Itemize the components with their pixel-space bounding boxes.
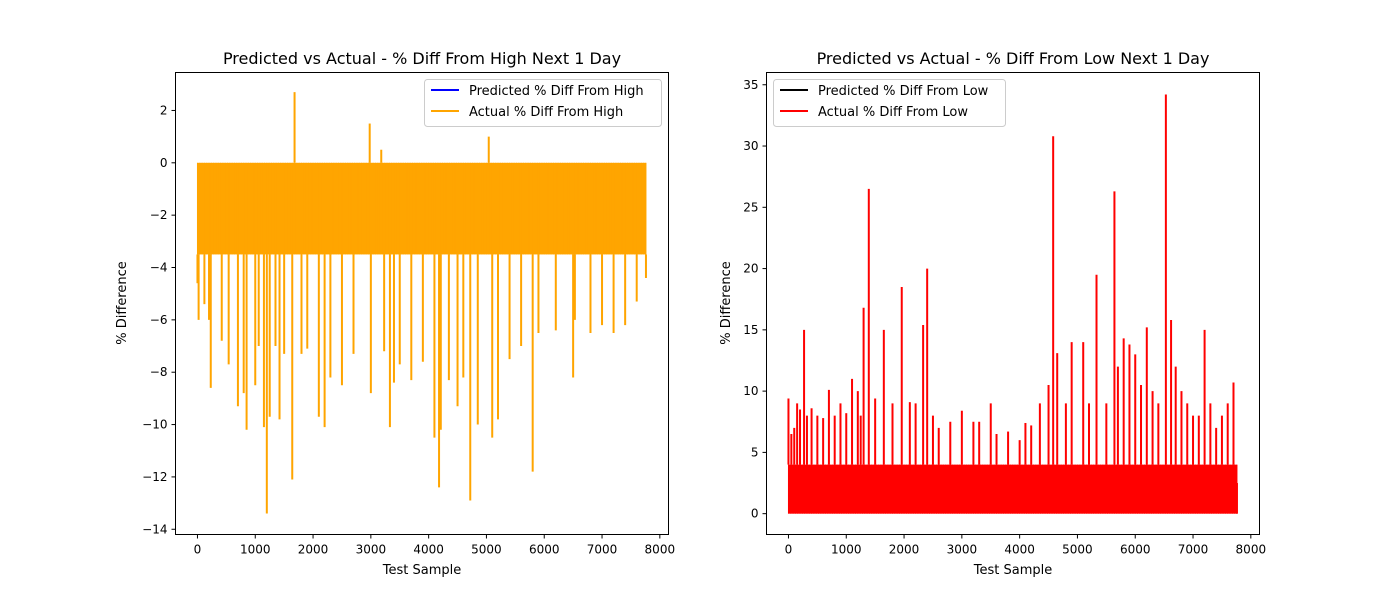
x-tick-label: 8000 — [1236, 543, 1267, 557]
axes-frame-low — [766, 72, 1260, 535]
y-tick-label: 15 — [743, 323, 758, 337]
y-tick-label: 10 — [743, 384, 758, 398]
y-tick-label: −4 — [150, 261, 168, 275]
x-tick-label: 2000 — [298, 543, 329, 557]
y-tick-label: −10 — [142, 418, 167, 432]
y-ticks-low: 0 5 10 15 20 25 30 35 — [743, 78, 767, 521]
x-tick-label: 6000 — [1120, 543, 1151, 557]
legend-box-high — [424, 79, 662, 127]
y-tick-label: 5 — [751, 445, 759, 459]
x-tick-label: 0 — [194, 543, 202, 557]
legend-low: Predicted % Diff From Low Actual % Diff … — [773, 79, 1006, 127]
y-axis-label-high: % Difference — [115, 261, 130, 345]
y-tick-label: −14 — [142, 522, 167, 536]
y-tick-label: 25 — [743, 200, 758, 214]
x-tick-label: 7000 — [1178, 543, 1209, 557]
x-tick-label: 4000 — [413, 543, 444, 557]
legend-label-actual-low: Actual % Diff From Low — [818, 105, 968, 120]
y-tick-label: −2 — [150, 208, 168, 222]
plot-area-low — [787, 94, 1238, 514]
x-tick-label: 4000 — [1004, 543, 1035, 557]
axes-frame-high — [175, 72, 669, 535]
legend-high: Predicted % Diff From High Actual % Diff… — [424, 79, 662, 127]
x-axis-label-high: Test Sample — [382, 563, 461, 578]
chart-title-low: Predicted vs Actual - % Diff From Low Ne… — [817, 49, 1210, 68]
x-ticks-high: 0 1000 2000 3000 4000 5000 6000 7000 8000 — [194, 534, 676, 557]
subplot-high: Predicted vs Actual - % Diff From High N… — [115, 49, 675, 578]
plot-area-high — [196, 92, 647, 514]
x-tick-label: 3000 — [947, 543, 978, 557]
y-tick-label: −12 — [142, 470, 167, 484]
x-tick-label: 1000 — [240, 543, 271, 557]
y-tick-label: 35 — [743, 78, 758, 92]
x-ticks-low: 0 1000 2000 3000 4000 5000 6000 7000 8000 — [785, 534, 1267, 557]
x-tick-label: 0 — [785, 543, 793, 557]
y-ticks-high: −14 −12 −10 −8 −6 −4 −2 0 2 — [142, 103, 176, 536]
x-tick-label: 2000 — [889, 543, 920, 557]
y-tick-label: 30 — [743, 139, 758, 153]
y-tick-label: 2 — [160, 103, 168, 117]
y-axis-label-low: % Difference — [719, 261, 734, 345]
y-tick-label: 0 — [160, 156, 168, 170]
legend-label-predicted-low: Predicted % Diff From Low — [818, 84, 989, 99]
y-tick-label: −8 — [150, 365, 168, 379]
chart-title-high: Predicted vs Actual - % Diff From High N… — [223, 49, 621, 68]
x-tick-label: 5000 — [471, 543, 502, 557]
y-tick-label: 0 — [751, 507, 759, 521]
x-tick-label: 3000 — [356, 543, 387, 557]
x-tick-label: 5000 — [1062, 543, 1093, 557]
x-tick-label: 8000 — [645, 543, 676, 557]
y-tick-label: 20 — [743, 262, 758, 276]
x-tick-label: 7000 — [587, 543, 618, 557]
legend-label-predicted-high: Predicted % Diff From High — [469, 84, 644, 99]
legend-label-actual-high: Actual % Diff From High — [469, 105, 623, 120]
y-tick-label: −6 — [150, 313, 168, 327]
x-tick-label: 6000 — [529, 543, 560, 557]
x-axis-label-low: Test Sample — [973, 563, 1052, 578]
legend-box-low — [773, 79, 1006, 127]
x-tick-label: 1000 — [831, 543, 862, 557]
subplot-low: Predicted vs Actual - % Diff From Low Ne… — [719, 49, 1266, 578]
